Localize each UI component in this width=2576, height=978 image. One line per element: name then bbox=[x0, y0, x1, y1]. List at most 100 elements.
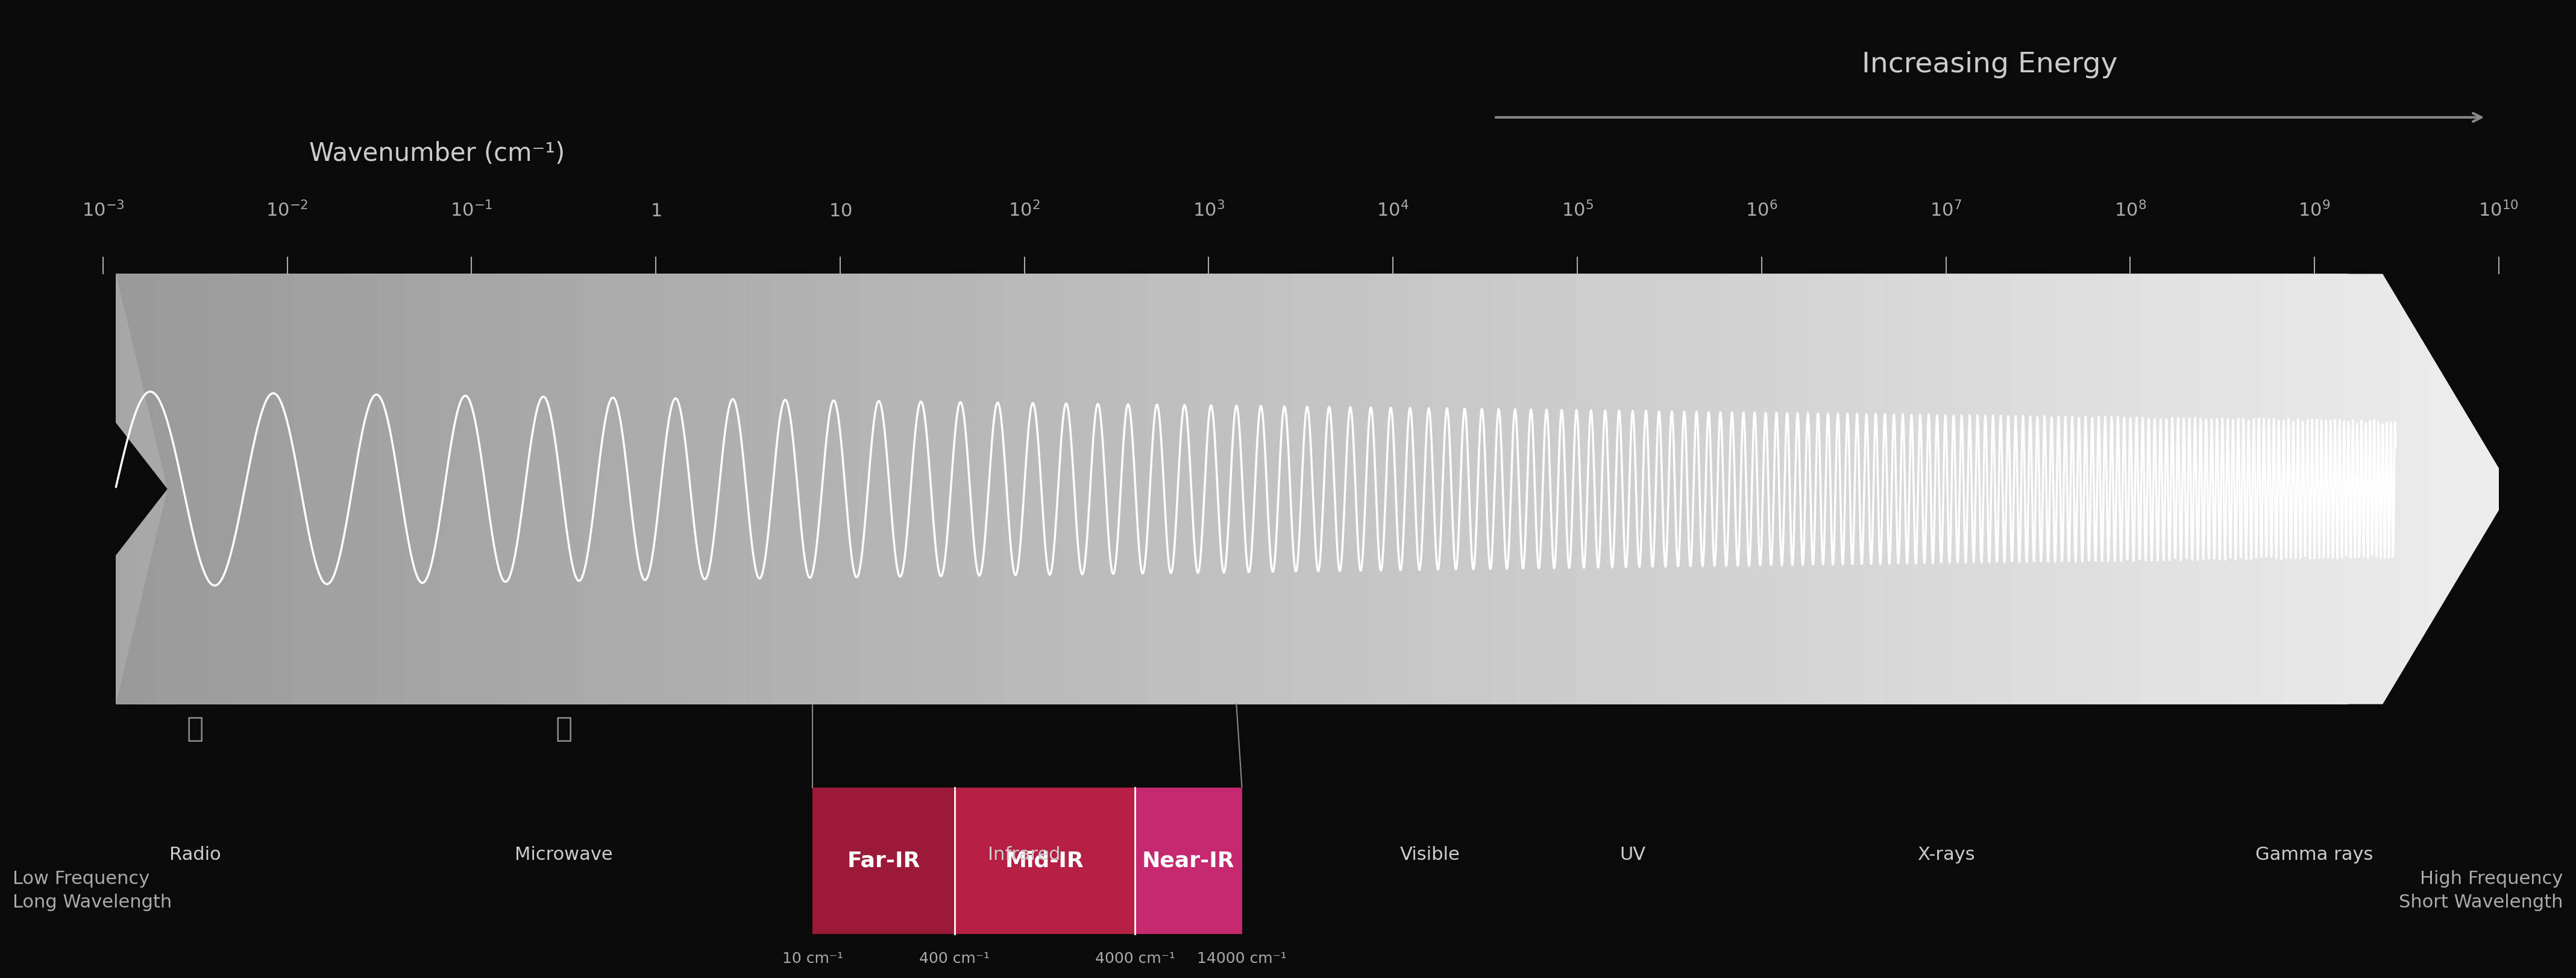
Polygon shape bbox=[799, 274, 811, 704]
Polygon shape bbox=[528, 274, 544, 704]
FancyBboxPatch shape bbox=[956, 787, 1136, 934]
Text: Radio: Radio bbox=[170, 846, 222, 864]
Polygon shape bbox=[1682, 274, 1698, 704]
PathPatch shape bbox=[569, 264, 582, 714]
Polygon shape bbox=[2063, 274, 2079, 704]
Polygon shape bbox=[451, 274, 464, 704]
Polygon shape bbox=[732, 274, 744, 704]
PathPatch shape bbox=[152, 264, 162, 714]
PathPatch shape bbox=[1721, 264, 1731, 714]
PathPatch shape bbox=[1659, 264, 1672, 714]
Polygon shape bbox=[989, 274, 1002, 704]
PathPatch shape bbox=[1146, 264, 1157, 714]
Polygon shape bbox=[2231, 274, 2246, 704]
PathPatch shape bbox=[881, 264, 894, 714]
PathPatch shape bbox=[1793, 264, 1803, 714]
Polygon shape bbox=[2120, 274, 2133, 704]
Polygon shape bbox=[1862, 274, 1875, 704]
PathPatch shape bbox=[2414, 264, 2427, 714]
Polygon shape bbox=[484, 274, 497, 704]
PathPatch shape bbox=[175, 264, 188, 714]
PathPatch shape bbox=[1193, 264, 1206, 714]
Polygon shape bbox=[1010, 274, 1025, 704]
PathPatch shape bbox=[1242, 264, 1252, 714]
Polygon shape bbox=[2277, 274, 2290, 704]
PathPatch shape bbox=[2476, 264, 2486, 714]
Polygon shape bbox=[2076, 274, 2089, 704]
PathPatch shape bbox=[750, 264, 762, 714]
PathPatch shape bbox=[1396, 264, 1409, 714]
Polygon shape bbox=[1558, 274, 1574, 704]
Polygon shape bbox=[1481, 274, 1494, 704]
Polygon shape bbox=[608, 274, 621, 704]
Polygon shape bbox=[2197, 274, 2213, 704]
PathPatch shape bbox=[2354, 264, 2367, 714]
PathPatch shape bbox=[270, 264, 283, 714]
PathPatch shape bbox=[2272, 264, 2282, 714]
Polygon shape bbox=[193, 274, 206, 704]
Polygon shape bbox=[160, 274, 173, 704]
Polygon shape bbox=[1896, 274, 1909, 704]
PathPatch shape bbox=[1133, 264, 1146, 714]
Polygon shape bbox=[675, 274, 688, 704]
PathPatch shape bbox=[618, 264, 631, 714]
PathPatch shape bbox=[1625, 264, 1636, 714]
Polygon shape bbox=[1963, 274, 1976, 704]
Text: High Frequency
Short Wavelength: High Frequency Short Wavelength bbox=[2398, 870, 2563, 911]
Polygon shape bbox=[1324, 274, 1340, 704]
Text: $10$: $10$ bbox=[829, 202, 853, 220]
PathPatch shape bbox=[2128, 264, 2141, 714]
Polygon shape bbox=[574, 274, 587, 704]
Polygon shape bbox=[1123, 274, 1136, 704]
Polygon shape bbox=[618, 274, 631, 704]
Polygon shape bbox=[809, 274, 822, 704]
PathPatch shape bbox=[1780, 264, 1793, 714]
PathPatch shape bbox=[1984, 264, 1996, 714]
PathPatch shape bbox=[894, 264, 907, 714]
Text: 4000 cm⁻¹: 4000 cm⁻¹ bbox=[1095, 952, 1175, 966]
Polygon shape bbox=[629, 274, 644, 704]
PathPatch shape bbox=[2427, 264, 2439, 714]
Polygon shape bbox=[1886, 274, 1899, 704]
PathPatch shape bbox=[940, 264, 953, 714]
PathPatch shape bbox=[2380, 264, 2391, 714]
Polygon shape bbox=[1548, 274, 1561, 704]
Polygon shape bbox=[562, 274, 577, 704]
Polygon shape bbox=[2009, 274, 2022, 704]
PathPatch shape bbox=[1875, 264, 1888, 714]
Polygon shape bbox=[541, 274, 554, 704]
Polygon shape bbox=[1167, 274, 1182, 704]
PathPatch shape bbox=[1278, 264, 1288, 714]
Polygon shape bbox=[1458, 274, 1473, 704]
PathPatch shape bbox=[605, 264, 618, 714]
PathPatch shape bbox=[1935, 264, 1947, 714]
PathPatch shape bbox=[1504, 264, 1517, 714]
Polygon shape bbox=[886, 274, 902, 704]
Polygon shape bbox=[1986, 274, 1999, 704]
Polygon shape bbox=[1437, 274, 1450, 704]
Polygon shape bbox=[1448, 274, 1461, 704]
Polygon shape bbox=[0, 274, 116, 704]
PathPatch shape bbox=[1924, 264, 1935, 714]
PathPatch shape bbox=[438, 264, 451, 714]
Polygon shape bbox=[1213, 274, 1226, 704]
PathPatch shape bbox=[1216, 264, 1229, 714]
PathPatch shape bbox=[2331, 264, 2344, 714]
Polygon shape bbox=[1749, 274, 1765, 704]
PathPatch shape bbox=[379, 264, 392, 714]
Text: $10^{6}$: $10^{6}$ bbox=[1747, 200, 1777, 220]
PathPatch shape bbox=[1528, 264, 1540, 714]
PathPatch shape bbox=[402, 264, 415, 714]
PathPatch shape bbox=[822, 264, 835, 714]
Polygon shape bbox=[1582, 274, 1597, 704]
PathPatch shape bbox=[1229, 264, 1242, 714]
PathPatch shape bbox=[845, 264, 858, 714]
Polygon shape bbox=[2383, 274, 2537, 489]
PathPatch shape bbox=[1025, 264, 1038, 714]
Polygon shape bbox=[270, 274, 286, 704]
Polygon shape bbox=[1381, 274, 1394, 704]
PathPatch shape bbox=[654, 264, 667, 714]
PathPatch shape bbox=[2344, 264, 2354, 714]
Text: $10^{10}$: $10^{10}$ bbox=[2478, 200, 2519, 220]
PathPatch shape bbox=[1445, 264, 1455, 714]
